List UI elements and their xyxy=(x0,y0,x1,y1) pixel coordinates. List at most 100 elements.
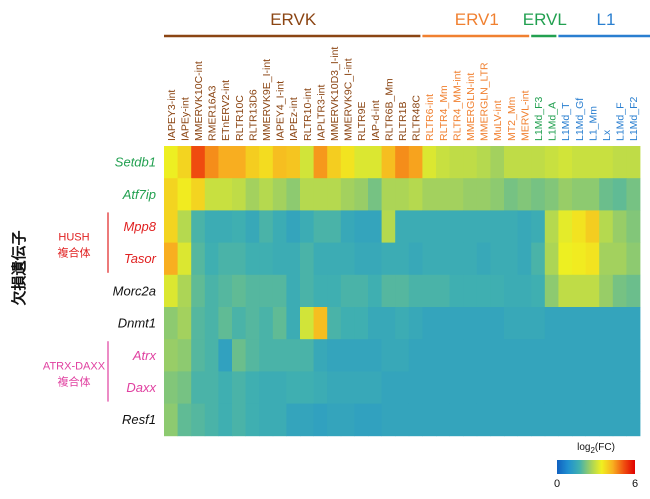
column-label: RLTR6B_Mm xyxy=(383,78,395,141)
heatmap-cell xyxy=(164,210,178,243)
column-label: L1Md_Gf xyxy=(574,98,586,141)
heatmap-cell xyxy=(354,242,369,276)
heatmap-cell xyxy=(531,371,546,404)
heatmap-cell xyxy=(368,210,382,243)
heatmap-cell xyxy=(626,371,641,404)
heatmap-cell xyxy=(490,242,505,276)
heatmap-cell xyxy=(259,178,274,211)
heatmap-cell xyxy=(544,178,559,211)
heatmap-cell xyxy=(286,242,301,276)
heatmap-cell xyxy=(517,146,532,179)
heatmap-cell xyxy=(504,403,518,437)
heatmap-cell xyxy=(558,210,573,243)
y-axis-title: 欠損遺伝子 xyxy=(10,230,28,305)
heatmap-cell xyxy=(191,371,206,404)
heatmap-cell xyxy=(164,178,178,211)
column-label: L1Md_F2 xyxy=(628,96,640,141)
group-title-0: ERVK xyxy=(270,10,317,29)
heatmap-cell xyxy=(232,242,246,276)
heatmap-cell xyxy=(313,146,328,179)
heatmap-cell xyxy=(422,146,437,179)
heatmap-cell xyxy=(313,371,328,404)
heatmap-cell xyxy=(517,210,532,243)
row-label: Daxx xyxy=(126,380,156,395)
heatmap-cell xyxy=(531,403,546,437)
row-label: Atrx xyxy=(132,348,157,363)
column-label: RMER16A3 xyxy=(207,85,219,141)
heatmap-cell xyxy=(558,146,573,179)
heatmap-cell xyxy=(327,403,342,437)
heatmap-cell xyxy=(517,178,532,211)
heatmap-cell xyxy=(286,210,301,243)
heatmap-cell xyxy=(599,146,614,179)
column-label: RLTR13D6 xyxy=(247,89,259,141)
heatmap-cell xyxy=(191,339,206,372)
heatmap-cell xyxy=(381,339,396,372)
heatmap-cell xyxy=(354,274,369,308)
heatmap-cell xyxy=(531,146,546,179)
heatmap-cell xyxy=(490,339,505,372)
column-label: RLTR9E xyxy=(356,102,368,141)
heatmap-cell xyxy=(313,403,328,437)
heatmap-cell xyxy=(463,307,478,340)
heatmap-cell xyxy=(368,371,382,404)
color-scale-title: log2(FC) xyxy=(577,442,615,455)
heatmap-cell xyxy=(368,146,382,179)
heatmap-cell xyxy=(544,274,559,308)
heatmap-cell xyxy=(626,210,641,243)
column-label: IAPEy-int xyxy=(179,97,191,141)
row-label: Atf7ip xyxy=(122,187,156,202)
heatmap-cell xyxy=(408,274,423,308)
heatmap-cell xyxy=(272,242,287,276)
heatmap-cell xyxy=(381,146,396,179)
heatmap-cell xyxy=(463,274,478,308)
heatmap-cell xyxy=(354,146,369,179)
heatmap-cell xyxy=(286,371,301,404)
heatmap-cell xyxy=(232,146,246,179)
heatmap-cell xyxy=(408,242,423,276)
heatmap-cell xyxy=(354,307,369,340)
heatmap-cell xyxy=(422,274,437,308)
heatmap-cell xyxy=(558,242,573,276)
heatmap-cell xyxy=(517,242,532,276)
heatmap-cell xyxy=(463,339,478,372)
heatmap-cell xyxy=(476,178,491,211)
heatmap-cell xyxy=(204,210,219,243)
column-label: MMERGLN-int xyxy=(465,73,477,141)
column-label: RLTR1B xyxy=(397,102,409,141)
heatmap-cell xyxy=(504,274,518,308)
heatmap-cell xyxy=(572,210,586,243)
heatmap-cell xyxy=(204,403,219,437)
heatmap-cell xyxy=(368,178,382,211)
heatmap-cell xyxy=(218,210,233,243)
heatmap-cell xyxy=(558,178,573,211)
column-label: L1Md_F3 xyxy=(533,96,545,141)
heatmap-cell xyxy=(449,242,464,276)
heatmap-cell xyxy=(164,339,178,372)
column-label: MMERVK10C-int xyxy=(193,61,205,141)
heatmap-cell xyxy=(300,339,314,372)
heatmap-cell xyxy=(544,210,559,243)
heatmap-cell xyxy=(599,210,614,243)
heatmap-cell xyxy=(612,242,627,276)
heatmap-cell xyxy=(245,403,260,437)
heatmap-cell xyxy=(463,178,478,211)
heatmap-cell xyxy=(218,146,233,179)
heatmap-cell xyxy=(381,274,396,308)
column-label: IAPEY4_I-int xyxy=(275,81,287,141)
heatmap-cell xyxy=(395,403,410,437)
heatmap-cell xyxy=(572,242,586,276)
complex-label-0-line: 複合体 xyxy=(58,246,91,260)
heatmap-cell xyxy=(599,371,614,404)
heatmap-cell xyxy=(531,178,546,211)
heatmap-cell xyxy=(504,242,518,276)
heatmap-cell xyxy=(381,307,396,340)
heatmap-cell xyxy=(544,307,559,340)
heatmap-cell xyxy=(368,242,382,276)
heatmap-cell xyxy=(340,339,355,372)
column-label: RLTR6-int xyxy=(424,94,436,141)
heatmap-cell xyxy=(572,146,586,179)
heatmap-cell xyxy=(354,210,369,243)
heatmap-cell xyxy=(463,146,478,179)
heatmap-cell xyxy=(191,274,206,308)
